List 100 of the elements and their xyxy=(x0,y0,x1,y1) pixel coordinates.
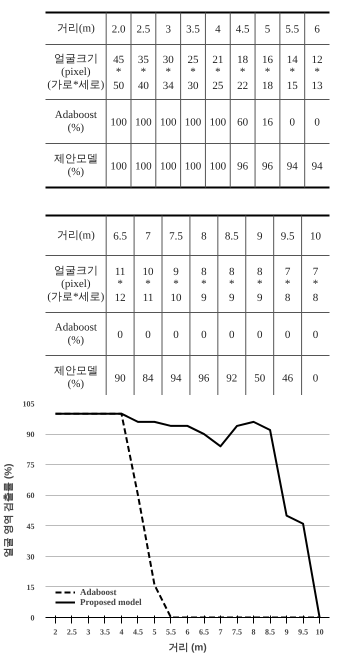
text: 9.5 xyxy=(280,230,295,242)
x-tick-label: 2 xyxy=(53,628,58,636)
text: 84 xyxy=(142,372,154,384)
text: 거리(m) xyxy=(56,22,95,34)
x-tick-label: 6 xyxy=(186,628,190,636)
text: 0 xyxy=(256,329,263,341)
text: 8 xyxy=(284,292,291,304)
text: 0 xyxy=(312,329,319,341)
text: 0 xyxy=(201,329,208,341)
text: 0 xyxy=(117,329,124,341)
text: 9 xyxy=(201,292,208,304)
y-axis-title: 얼굴 영역 검출률 (%) xyxy=(4,464,14,558)
text: 3 xyxy=(165,24,172,36)
text: 8 * 9 xyxy=(229,266,236,304)
x-tick-label: 9 xyxy=(284,628,289,636)
text: 제안모델 (%) xyxy=(54,153,98,178)
text: 8 * 9 xyxy=(256,266,263,304)
text: 96 xyxy=(262,160,274,172)
x-tick-label: 7 xyxy=(218,628,223,636)
y-tick-label: 90 xyxy=(26,430,34,440)
text: 94 xyxy=(286,160,298,172)
x-tick-label: 5.5 xyxy=(166,628,176,636)
text: 0 xyxy=(229,329,236,341)
text: 9 xyxy=(256,230,262,242)
x-tick-label: 3.5 xyxy=(100,628,110,636)
text: Adaboost (%) xyxy=(54,109,97,134)
text: 96 xyxy=(198,372,210,384)
text: 100 xyxy=(110,116,128,128)
y-tick-label: 0 xyxy=(30,614,34,622)
text: 0 xyxy=(145,329,152,341)
x-tick-label: 8 xyxy=(252,628,256,636)
x-tick-label: 4 xyxy=(119,628,124,636)
text: 100 xyxy=(110,160,128,172)
text: 0 xyxy=(173,329,180,341)
text: 96 xyxy=(237,160,249,172)
text: 얼굴크기 (pixel) (가로*세로) xyxy=(47,53,104,91)
text: 45 * 50 xyxy=(113,54,125,92)
text: 100 xyxy=(210,160,227,172)
text: 10 xyxy=(170,292,182,304)
text: 0 xyxy=(314,116,320,128)
text: 21 * 25 xyxy=(212,54,224,92)
text: 4 xyxy=(215,24,222,36)
x-tick-label: 5 xyxy=(152,628,156,636)
text: 4.5 xyxy=(236,24,250,36)
text: 92 xyxy=(226,372,238,384)
text: * xyxy=(284,278,290,290)
text: 50 xyxy=(254,372,266,384)
x-tick-label: 6.5 xyxy=(199,628,210,636)
text: 8 * xyxy=(201,266,207,290)
text: 100 xyxy=(135,160,152,172)
text: 12 * 13 xyxy=(312,54,324,92)
text: 5.5 xyxy=(285,24,300,36)
text: 100 xyxy=(160,160,177,172)
text: 9 * xyxy=(173,266,179,290)
text: 10 xyxy=(310,230,322,242)
text: 100 xyxy=(135,116,152,128)
text: 6 xyxy=(314,24,320,36)
text: 거리(m) xyxy=(56,230,96,242)
legend-label: Adaboost xyxy=(80,587,117,597)
legend-label: Proposed model xyxy=(80,597,142,607)
x-tick-label: 4.5 xyxy=(132,628,143,636)
x-tick-label: 10 xyxy=(316,628,324,636)
text: 8.5 xyxy=(224,230,240,242)
x-tick-label: 7.5 xyxy=(232,628,242,636)
text: Adaboost (%) xyxy=(54,322,97,346)
text: 7 xyxy=(284,266,291,278)
text: 60 xyxy=(237,116,249,128)
y-tick-label: 45 xyxy=(26,522,34,531)
y-tick-label: 30 xyxy=(26,552,34,562)
y-tick-label: 75 xyxy=(26,460,34,470)
text: 30 * 34 xyxy=(162,54,174,92)
text: 제안모델 (%) xyxy=(54,365,98,390)
text: 2.0 xyxy=(112,24,126,36)
text: 18 * 22 xyxy=(237,54,249,92)
text: 100 xyxy=(210,116,227,128)
text: 14 * 15 xyxy=(286,54,298,92)
y-tick-label: 60 xyxy=(26,491,34,500)
text: 94 xyxy=(170,372,182,384)
text: 25 * 30 xyxy=(188,54,200,92)
text: 얼굴크기 (pixel) (가로*세로) xyxy=(47,265,105,303)
x-tick-label: 3 xyxy=(86,628,90,636)
text: 5 xyxy=(264,24,271,36)
text: 90 xyxy=(114,372,126,384)
text: 35 * 40 xyxy=(138,54,150,92)
text: 2.5 xyxy=(136,24,151,36)
x-axis-title: 거리 (m) xyxy=(168,642,207,654)
text: 7.5 xyxy=(169,230,184,242)
text: 46 xyxy=(282,372,294,384)
text: 7 * 8 xyxy=(312,266,319,304)
text: 16 xyxy=(262,116,274,128)
x-tick-label: 2.5 xyxy=(66,628,77,636)
text: 11 * 12 xyxy=(114,266,126,304)
text: 7 xyxy=(145,230,151,242)
text: 3.5 xyxy=(186,24,200,36)
text: 0 xyxy=(312,372,319,384)
text: 0 xyxy=(290,116,296,128)
text: 8 xyxy=(201,230,207,242)
text: 10 * 11 xyxy=(142,266,154,304)
x-tick-label: 8.5 xyxy=(265,628,276,636)
y-tick-label: 105 xyxy=(22,400,34,408)
